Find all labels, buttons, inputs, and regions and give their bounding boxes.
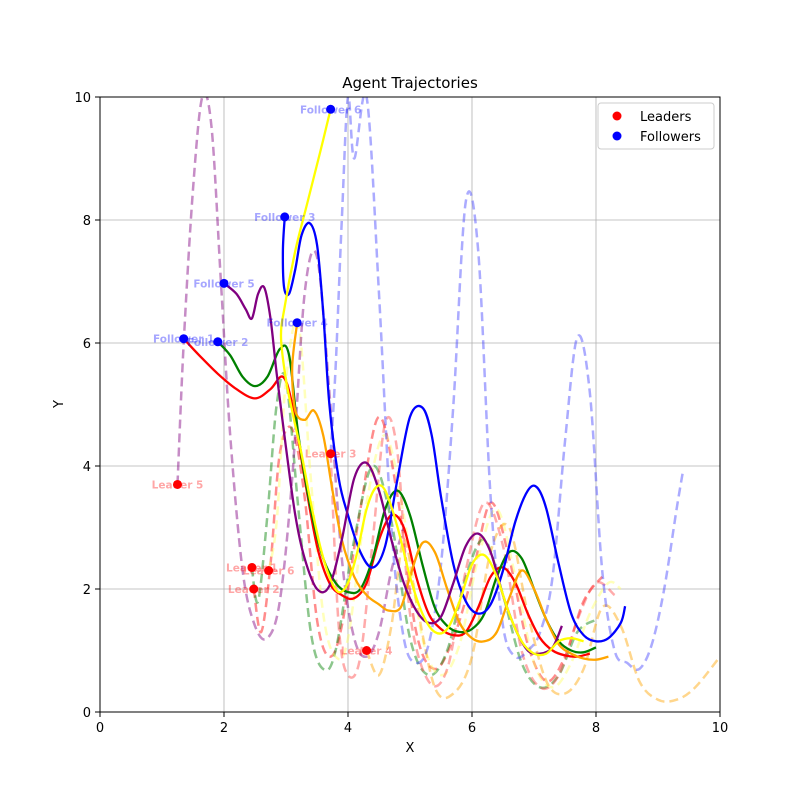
leader-label-3: Leader 1 — [226, 562, 278, 574]
y-tick-label-1: 2 — [83, 583, 91, 598]
follower-point-5 — [292, 318, 302, 328]
y-tick-label-2: 4 — [83, 460, 91, 475]
follower-label-5: Follower 4 — [266, 318, 327, 330]
x-tick-label-4: 8 — [592, 721, 600, 736]
leader-path-6 — [176, 97, 405, 659]
leader-label-2: Leader 2 — [228, 584, 280, 596]
follower-path-4 — [291, 322, 609, 661]
follower-label-4: Follower 3 — [254, 212, 315, 224]
x-tick-label-5: 10 — [712, 721, 729, 736]
legend-marker-2 — [612, 131, 622, 141]
follower-label-6: Follower 6 — [300, 104, 361, 116]
follower-paths — [182, 109, 627, 661]
y-tick-label-0: 0 — [83, 706, 91, 721]
leader-path-4 — [329, 415, 616, 691]
y-tick-label-3: 6 — [83, 337, 91, 352]
x-tick-label-3: 6 — [468, 721, 476, 736]
leader-label-1: Leader 5 — [152, 479, 204, 491]
plot-frame — [99, 96, 721, 713]
leader-point-4 — [264, 566, 274, 576]
legend-label-2: Followers — [640, 130, 701, 145]
follower-point-4 — [280, 212, 290, 222]
agent-points — [173, 104, 372, 655]
leader-point-5 — [326, 449, 336, 459]
y-tick-label-4: 8 — [83, 214, 91, 229]
follower-path-6 — [279, 109, 584, 657]
y-axis-label: Y — [52, 400, 67, 409]
follower-path-2 — [216, 340, 597, 654]
follower-label-2: Follower 2 — [187, 337, 248, 349]
axis-ticks: 0 2 4 6 8 10 0 2 4 6 8 10 — [74, 91, 728, 736]
leader-path-1 — [252, 415, 604, 683]
leader-paths — [176, 97, 720, 703]
x-axis-label: X — [406, 741, 415, 756]
chart-title: Agent Trajectories — [342, 74, 478, 92]
legend-box — [597, 102, 715, 150]
legend: Leaders Followers — [597, 102, 715, 150]
leader-path-3 — [267, 319, 622, 689]
follower-point-6 — [326, 104, 336, 114]
leader-point-6 — [362, 646, 372, 655]
leader-point-3 — [247, 562, 257, 572]
leader-label-6: Leader 4 — [341, 646, 393, 658]
leader-label-4: Leader 6 — [243, 566, 295, 578]
follower-point-2 — [213, 337, 223, 347]
x-tick-label-2: 4 — [344, 721, 352, 736]
leader-label-5: Leader 3 — [305, 449, 357, 461]
x-tick-label-0: 0 — [96, 721, 104, 736]
leader-path-7 — [329, 97, 685, 671]
legend-marker-1 — [612, 111, 622, 121]
legend-label-1: Leaders — [640, 110, 692, 125]
x-tick-label-1: 2 — [220, 721, 228, 736]
y-tick-label-5: 10 — [74, 91, 91, 106]
follower-point-1 — [179, 334, 189, 344]
leader-path-5 — [365, 522, 720, 703]
follower-label-1: Follower 1 — [153, 334, 214, 346]
follower-path-3 — [281, 216, 627, 643]
leader-point-2 — [249, 584, 259, 594]
follower-path-1 — [182, 337, 591, 658]
leader-point-1 — [173, 479, 182, 489]
follower-label-3: Follower 5 — [193, 278, 254, 290]
follower-point-3 — [219, 278, 229, 288]
